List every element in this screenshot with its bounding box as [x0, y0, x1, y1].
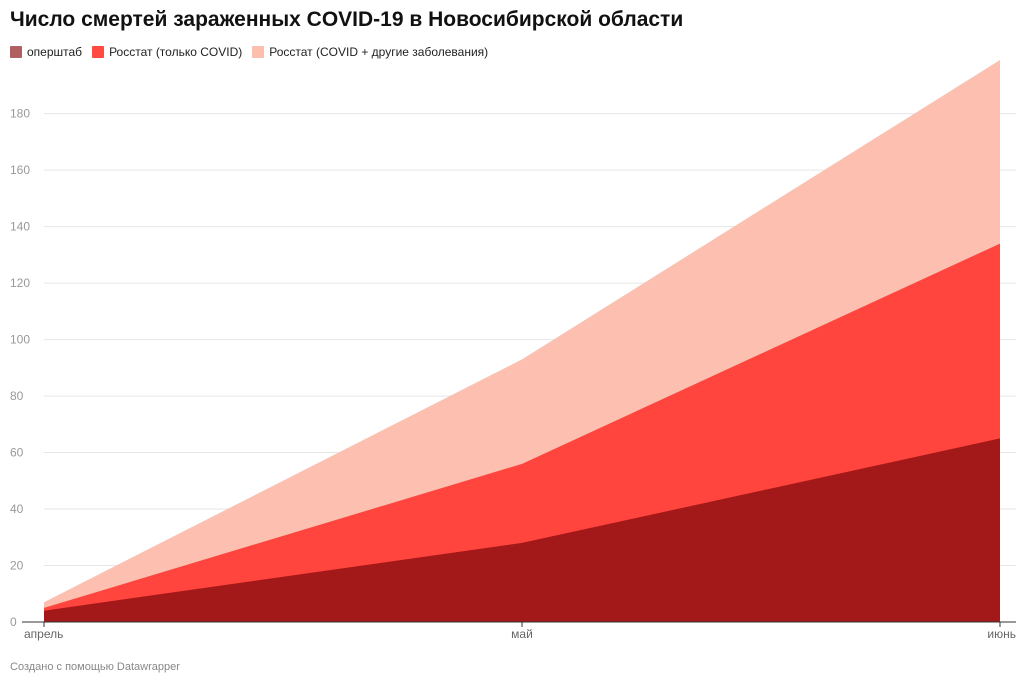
- y-tick-label-20: 20: [10, 559, 24, 573]
- legend: оперштаб Росстат (только COVID) Росстат …: [10, 45, 498, 59]
- x-tick-label-2: июнь: [987, 627, 1016, 641]
- legend-label-rosstat-covid-other: Росстат (COVID + другие заболевания): [269, 45, 489, 59]
- legend-item-operstab: оперштаб: [10, 45, 82, 59]
- footer-credit: Создано с помощью Datawrapper: [10, 661, 180, 673]
- legend-swatch-rosstat-covid: [92, 46, 105, 58]
- y-tick-label-40: 40: [10, 502, 24, 516]
- x-tick-label-0: апрель: [24, 627, 63, 641]
- area-series-0: [44, 438, 1000, 622]
- legend-swatch-rosstat-covid-other: [252, 46, 265, 58]
- y-tick-label-0: 0: [10, 615, 17, 629]
- y-tick-label-120: 120: [10, 276, 30, 290]
- y-tick-label-80: 80: [10, 389, 24, 403]
- legend-swatch-operstab: [10, 46, 22, 58]
- legend-item-rosstat-covid: Росстат (только COVID): [92, 45, 242, 59]
- legend-label-rosstat-covid: Росстат (только COVID): [109, 45, 243, 59]
- y-tick-label-160: 160: [10, 163, 30, 177]
- x-tick-label-1: май: [511, 627, 533, 641]
- y-tick-label-100: 100: [10, 333, 30, 347]
- y-tick-label-180: 180: [10, 107, 30, 121]
- y-tick-label-60: 60: [10, 446, 24, 460]
- legend-item-rosstat-covid-other: Росстат (COVID + другие заболевания): [252, 45, 488, 59]
- y-tick-label-140: 140: [10, 220, 30, 234]
- chart-title: Число смертей зараженных COVID-19 в Ново…: [10, 8, 684, 31]
- legend-label-operstab: оперштаб: [27, 45, 83, 59]
